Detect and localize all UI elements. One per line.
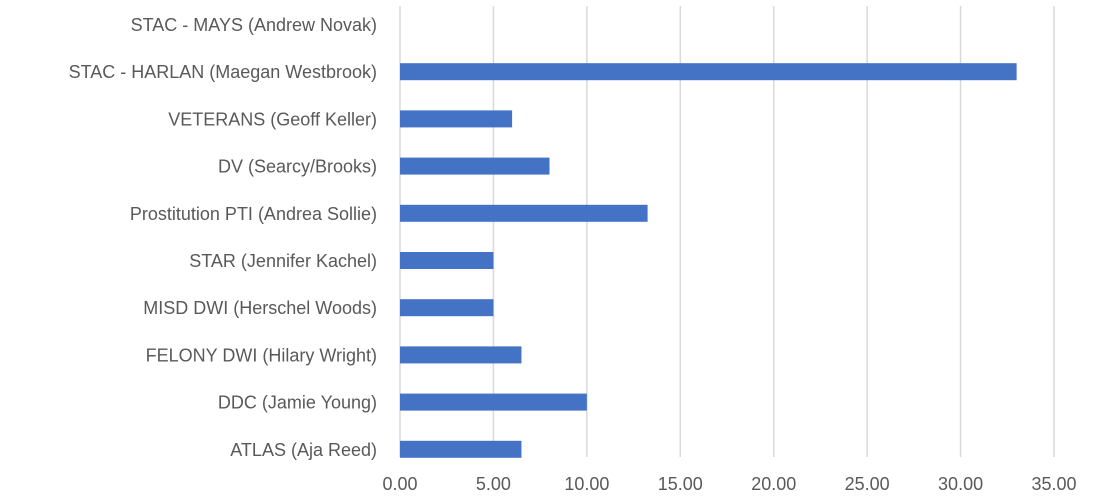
category-label: FELONY DWI (Hilary Wright) — [146, 345, 377, 365]
x-tick-label: 5.00 — [476, 474, 511, 494]
gridlines — [399, 6, 1055, 457]
bar — [400, 393, 587, 411]
x-tick-label: 15.00 — [658, 474, 703, 494]
bar — [400, 346, 522, 364]
bar — [400, 252, 494, 269]
category-label: DV (Searcy/Brooks) — [218, 157, 377, 177]
category-label: VETERANS (Geoff Keller) — [168, 109, 377, 129]
bar — [400, 157, 550, 175]
x-tick-label: 0.00 — [382, 474, 417, 494]
bar — [400, 63, 1017, 81]
bar — [400, 440, 522, 458]
x-tick-label: 10.00 — [564, 474, 609, 494]
x-tick-labels: 0.00 5.00 10.00 15.00 20.00 25.00 30.00 35.00 — [382, 474, 1076, 494]
category-label: ATLAS (Aja Reed) — [230, 440, 377, 460]
category-labels: STAC - MAYS (Andrew Novak) STAC - HARLAN … — [69, 15, 377, 460]
category-label: DDC (Jamie Young) — [218, 393, 377, 413]
x-tick-label: 25.00 — [845, 474, 890, 494]
bar — [400, 204, 648, 222]
category-label: MISD DWI (Herschel Woods) — [143, 298, 377, 318]
category-label: STAR (Jennifer Kachel) — [189, 251, 377, 271]
bar — [400, 299, 494, 317]
bars — [400, 63, 1017, 458]
x-tick-label: 20.00 — [751, 474, 796, 494]
category-label: STAC - HARLAN (Maegan Westbrook) — [69, 62, 377, 82]
x-tick-label: 30.00 — [938, 474, 983, 494]
category-label: STAC - MAYS (Andrew Novak) — [131, 15, 377, 35]
x-tick-label: 35.00 — [1031, 474, 1076, 494]
category-label: Prostitution PTI (Andrea Sollie) — [130, 204, 377, 224]
bar — [400, 110, 513, 128]
